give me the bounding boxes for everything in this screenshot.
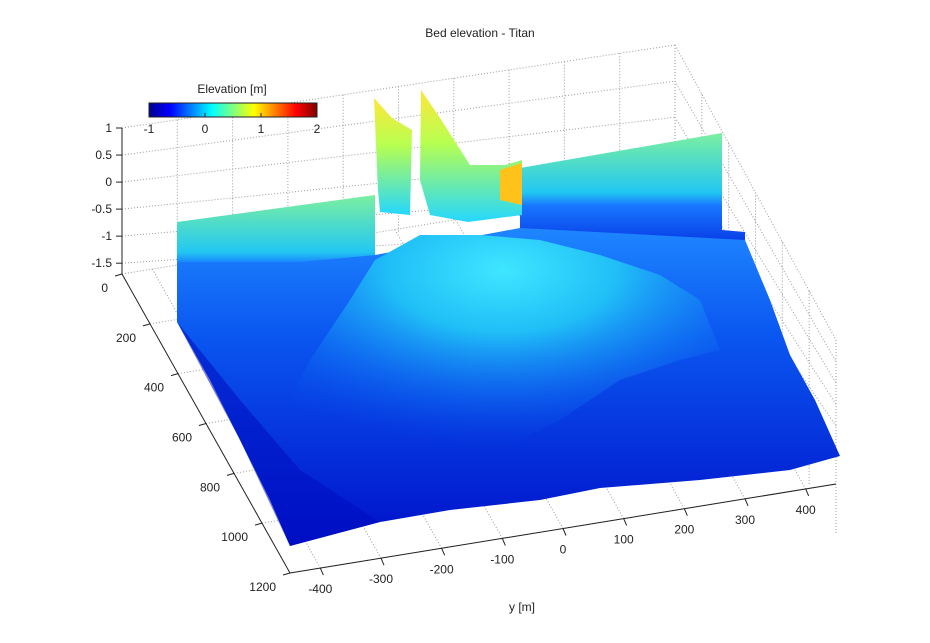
z-axis-ticks: -1.5 -1 -0.5 0 0.5 1 <box>91 121 122 270</box>
x-tick-label: 1000 <box>221 530 248 544</box>
x-tick <box>254 522 263 526</box>
surface-spike-right <box>420 90 522 222</box>
y-tick <box>623 518 628 526</box>
y-tick-label: 200 <box>674 523 694 537</box>
y-tick-label: -100 <box>490 552 514 566</box>
x-tick <box>198 423 207 426</box>
z-tick-label: 0.5 <box>95 148 112 162</box>
y-tick-label: -400 <box>308 582 332 596</box>
z-tick-label: 0 <box>105 175 112 189</box>
x-tick-label: 200 <box>116 331 136 345</box>
colorbar-label: Elevation [m] <box>197 82 266 96</box>
y-tick <box>562 528 567 536</box>
colorbar-tick-label: -1 <box>144 122 155 136</box>
y-tick-label: 400 <box>796 503 816 517</box>
z-tick-label: -1 <box>101 229 112 243</box>
x-tick <box>282 572 291 576</box>
elevation-surface <box>177 90 840 546</box>
surface-spike-left <box>374 98 412 215</box>
x-tick <box>226 472 235 476</box>
x-tick-label: 600 <box>172 431 192 445</box>
y-tick <box>805 488 810 497</box>
colorbar-bar <box>148 102 318 118</box>
y-tick-label: -200 <box>430 562 454 576</box>
y-tick-label: 100 <box>614 533 634 547</box>
colorbar-tick-label: 2 <box>314 122 321 136</box>
y-tick <box>319 567 324 576</box>
colorbar-tick-label: 1 <box>258 122 265 136</box>
z-tick-label: 1 <box>105 121 112 135</box>
colorbar-ticks: -1 0 1 2 <box>144 113 321 136</box>
x-axis-ticks: 0 200 400 600 800 1000 1200 <box>101 273 291 594</box>
y-tick-label: -300 <box>369 572 393 586</box>
y-tick <box>380 557 385 566</box>
y-axis-label: y [m] <box>509 600 535 614</box>
surface-shade <box>177 322 380 546</box>
colorbar: Elevation [m] -1 0 1 2 <box>144 82 321 136</box>
surface-mound <box>285 235 720 470</box>
colorbar-tick-label: 0 <box>202 122 209 136</box>
x-tick <box>170 373 179 377</box>
z-tick-label: -1.5 <box>91 256 112 270</box>
y-axis-ticks: -400 -300 -200 -100 0 100 200 300 400 <box>308 488 816 596</box>
x-tick <box>114 273 123 277</box>
y-tick <box>744 498 749 507</box>
surface-spike-peak <box>500 163 522 205</box>
y-tick <box>683 508 688 516</box>
y-tick <box>501 538 506 546</box>
y-tick-label: 0 <box>560 543 567 557</box>
z-tick-label: -0.5 <box>91 202 112 216</box>
x-tick-label: 400 <box>144 381 164 395</box>
x-tick <box>142 323 151 327</box>
x-tick-label: 1200 <box>249 580 276 594</box>
x-tick-label: 0 <box>101 281 108 295</box>
y-tick-label: 300 <box>735 513 755 527</box>
y-tick <box>441 548 446 556</box>
x-tick-label: 800 <box>200 480 220 494</box>
chart-title: Bed elevation - Titan <box>425 26 534 40</box>
